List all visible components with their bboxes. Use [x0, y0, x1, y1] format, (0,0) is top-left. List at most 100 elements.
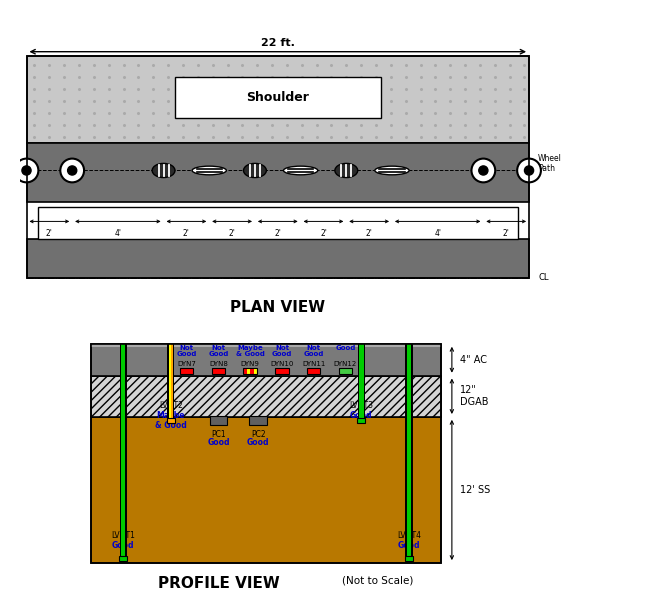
Bar: [253, 368, 257, 374]
Circle shape: [517, 159, 541, 182]
Bar: [91, 376, 441, 417]
Text: Maybe
& Good: Maybe & Good: [236, 345, 265, 357]
Text: 4': 4': [115, 229, 121, 238]
Bar: [38, 207, 517, 239]
Bar: [183, 368, 187, 374]
Bar: [26, 56, 529, 143]
Text: Good: Good: [247, 439, 269, 447]
Bar: [250, 416, 267, 425]
Text: Good: Good: [335, 345, 356, 351]
Circle shape: [525, 166, 534, 175]
Bar: [307, 368, 320, 374]
Ellipse shape: [375, 166, 409, 175]
Bar: [168, 344, 173, 420]
Bar: [359, 344, 364, 420]
Bar: [339, 368, 352, 374]
Text: Good: Good: [398, 541, 421, 550]
Bar: [210, 416, 227, 425]
Bar: [180, 368, 193, 374]
Bar: [121, 344, 125, 558]
Text: Wheel
Path: Wheel Path: [538, 154, 562, 173]
Text: Not
Good: Not Good: [176, 345, 197, 357]
Bar: [250, 368, 253, 374]
Bar: [175, 77, 381, 118]
Bar: [91, 344, 441, 563]
Text: DYN11: DYN11: [302, 361, 326, 367]
Text: 2': 2': [46, 229, 53, 238]
Text: Not
Good: Not Good: [272, 345, 292, 357]
Text: Good: Good: [207, 439, 230, 447]
Text: 12' SS: 12' SS: [460, 485, 490, 495]
Bar: [244, 368, 247, 374]
Text: Not
Good: Not Good: [303, 345, 324, 357]
Bar: [180, 368, 183, 374]
Bar: [282, 368, 289, 374]
Ellipse shape: [244, 163, 267, 177]
Bar: [26, 239, 529, 278]
Bar: [405, 557, 413, 561]
Text: LVDT3: LVDT3: [349, 401, 373, 410]
Text: DYN10: DYN10: [271, 361, 293, 367]
Circle shape: [14, 159, 39, 182]
Bar: [244, 368, 257, 374]
Text: 2': 2': [229, 229, 236, 238]
Ellipse shape: [152, 163, 175, 177]
Text: LVDT4: LVDT4: [397, 531, 421, 540]
Text: (Not to Scale): (Not to Scale): [341, 576, 413, 586]
Ellipse shape: [192, 166, 227, 175]
Bar: [339, 368, 345, 374]
Circle shape: [60, 159, 84, 182]
Bar: [119, 557, 127, 561]
Bar: [314, 368, 317, 374]
Bar: [187, 368, 190, 374]
Text: 2': 2': [274, 229, 281, 238]
Bar: [91, 344, 441, 376]
Bar: [91, 376, 441, 417]
Text: DYN7: DYN7: [178, 361, 196, 367]
Bar: [167, 418, 175, 423]
Text: PROFILE VIEW: PROFILE VIEW: [158, 576, 279, 590]
Bar: [345, 368, 352, 374]
Bar: [247, 368, 250, 374]
Bar: [212, 368, 218, 374]
Bar: [275, 368, 282, 374]
Circle shape: [472, 159, 495, 182]
Bar: [212, 368, 225, 374]
Bar: [218, 368, 225, 374]
Text: 2': 2': [183, 229, 190, 238]
Text: 4': 4': [434, 229, 441, 238]
Bar: [91, 344, 441, 347]
Bar: [190, 368, 193, 374]
Text: 4" AC: 4" AC: [460, 355, 487, 365]
Text: Good: Good: [350, 411, 373, 420]
Text: Not
Good: Not Good: [208, 345, 229, 357]
Bar: [168, 344, 171, 420]
Ellipse shape: [335, 163, 358, 177]
Text: DYN8: DYN8: [209, 361, 228, 367]
Text: DYN12: DYN12: [334, 361, 357, 367]
Bar: [91, 417, 441, 563]
Text: Maybe
& Good: Maybe & Good: [155, 411, 187, 430]
Bar: [358, 344, 365, 420]
Text: 2': 2': [320, 229, 327, 238]
Text: Shoulder: Shoulder: [246, 91, 309, 104]
Ellipse shape: [284, 166, 318, 175]
Text: PLAN VIEW: PLAN VIEW: [230, 299, 326, 315]
Bar: [307, 368, 310, 374]
Text: DYN9: DYN9: [241, 361, 259, 367]
Text: 2': 2': [365, 229, 373, 238]
Circle shape: [479, 166, 488, 175]
Text: CL: CL: [538, 273, 549, 283]
Circle shape: [67, 166, 77, 175]
Bar: [407, 344, 411, 558]
Bar: [26, 143, 529, 203]
Bar: [167, 344, 174, 420]
Text: 22 ft.: 22 ft.: [261, 38, 295, 48]
Bar: [358, 418, 365, 423]
Bar: [120, 344, 126, 558]
Text: Good: Good: [112, 541, 134, 550]
Text: 2': 2': [503, 229, 510, 238]
Circle shape: [22, 166, 31, 175]
Text: PC2: PC2: [251, 430, 265, 439]
Text: LVDT2: LVDT2: [159, 401, 183, 410]
